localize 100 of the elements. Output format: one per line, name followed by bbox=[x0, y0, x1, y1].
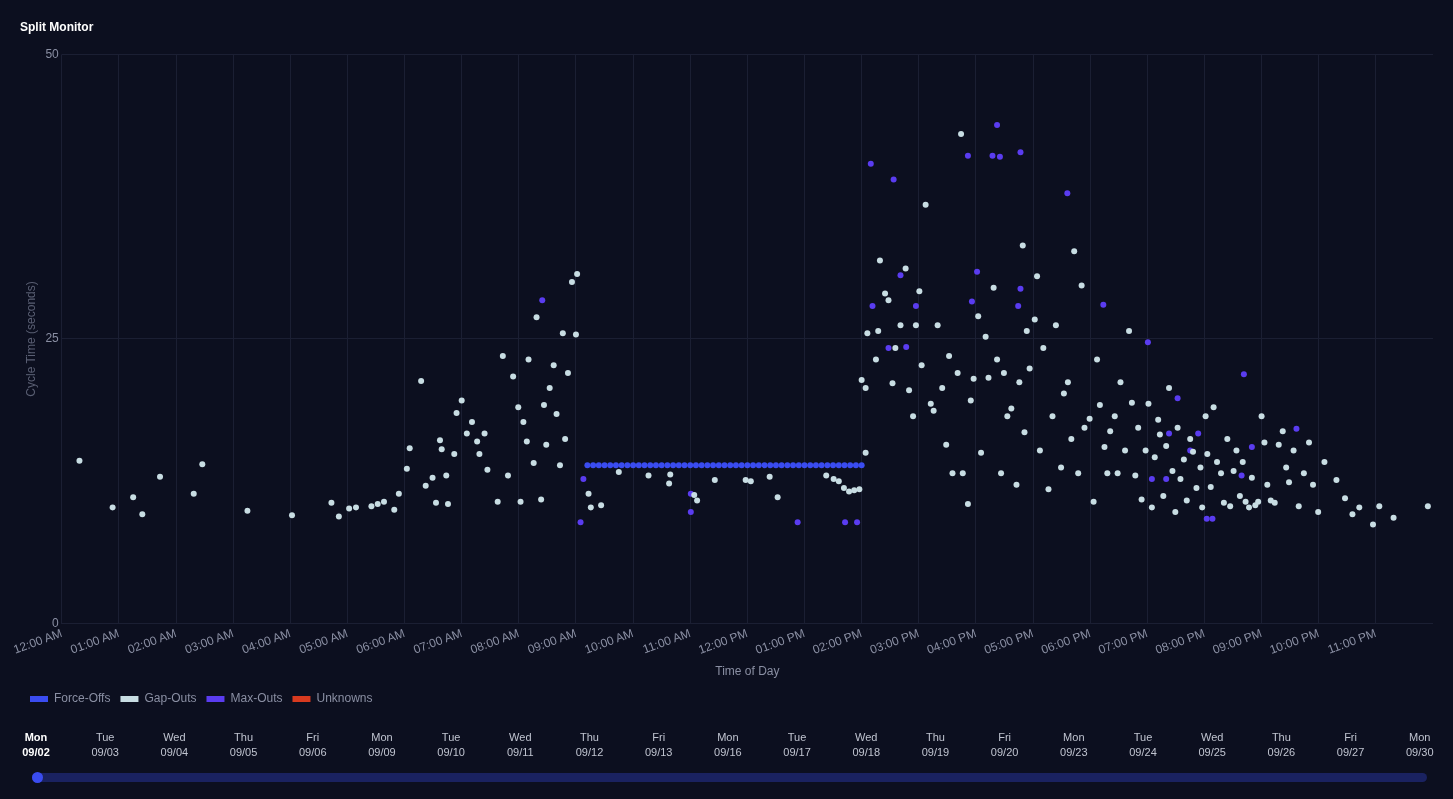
point bbox=[580, 475, 587, 482]
chart-title: Split Monitor bbox=[20, 19, 94, 34]
point bbox=[1064, 190, 1071, 197]
point bbox=[630, 462, 637, 469]
point bbox=[675, 462, 682, 469]
point bbox=[704, 462, 711, 469]
point bbox=[761, 462, 768, 469]
text: Wed 09/25 bbox=[1197, 730, 1227, 760]
point bbox=[1248, 444, 1255, 451]
point bbox=[767, 462, 774, 469]
point bbox=[772, 462, 779, 469]
text: Tue 09/17 bbox=[782, 730, 812, 760]
text: Mon 09/30 bbox=[1405, 730, 1435, 760]
point bbox=[854, 519, 861, 526]
point bbox=[687, 508, 694, 515]
y-axis-title: Cycle Time (seconds) bbox=[23, 281, 38, 397]
text: Wed 09/18 bbox=[851, 730, 881, 760]
point bbox=[664, 462, 671, 469]
point bbox=[778, 462, 785, 469]
point bbox=[635, 462, 642, 469]
text: Mon 09/16 bbox=[713, 730, 743, 760]
point bbox=[539, 297, 546, 304]
x-tick-label: 10:00 AM bbox=[582, 626, 636, 657]
point bbox=[710, 462, 717, 469]
point bbox=[801, 462, 808, 469]
text: Thu 09/26 bbox=[1266, 730, 1297, 760]
point bbox=[996, 153, 1003, 160]
x-tick-label: 09:00 PM bbox=[1210, 626, 1264, 657]
text: Wed 09/04 bbox=[159, 730, 190, 760]
point bbox=[842, 519, 849, 526]
point bbox=[727, 462, 734, 469]
point bbox=[795, 462, 802, 469]
x-tick-label: 01:00 PM bbox=[753, 626, 807, 657]
point bbox=[903, 343, 910, 350]
text: Thu 09/12 bbox=[574, 730, 605, 760]
point bbox=[835, 462, 842, 469]
y-tick-label: 50 bbox=[45, 46, 60, 61]
text: Mon 09/23 bbox=[1059, 730, 1089, 760]
point bbox=[818, 462, 825, 469]
point bbox=[1163, 475, 1170, 482]
text: Tue 09/10 bbox=[436, 730, 466, 760]
x-axis-title: Time of Day bbox=[715, 664, 780, 679]
point bbox=[869, 302, 876, 309]
text: Thu 09/19 bbox=[920, 730, 951, 760]
point bbox=[847, 462, 854, 469]
x-tick-label: 02:00 PM bbox=[810, 626, 864, 657]
point bbox=[1015, 302, 1022, 309]
text: Thu 09/05 bbox=[228, 730, 259, 760]
point bbox=[1017, 285, 1024, 292]
point bbox=[624, 462, 631, 469]
point bbox=[885, 345, 892, 352]
point bbox=[867, 160, 874, 167]
point bbox=[732, 462, 739, 469]
point bbox=[738, 462, 745, 469]
legend-label: Unknowns bbox=[316, 691, 373, 706]
point bbox=[641, 462, 648, 469]
point bbox=[858, 462, 865, 469]
point bbox=[964, 152, 971, 159]
point bbox=[1240, 371, 1247, 378]
point bbox=[744, 462, 751, 469]
x-tick-label: 09:00 AM bbox=[525, 626, 579, 657]
point bbox=[681, 462, 688, 469]
legend-label: Max-Outs bbox=[230, 691, 283, 706]
x-tick-label: 06:00 PM bbox=[1039, 626, 1093, 657]
x-tick-label: 03:00 AM bbox=[182, 626, 236, 657]
point bbox=[994, 121, 1001, 128]
point bbox=[590, 462, 597, 469]
point bbox=[1203, 515, 1210, 522]
point bbox=[750, 462, 757, 469]
point bbox=[794, 519, 801, 526]
point bbox=[658, 462, 665, 469]
point bbox=[890, 176, 897, 183]
x-tick-label: 08:00 AM bbox=[468, 626, 521, 657]
point bbox=[618, 462, 625, 469]
point bbox=[698, 462, 705, 469]
point bbox=[595, 462, 602, 469]
text: Wed 09/11 bbox=[505, 730, 535, 760]
point bbox=[812, 462, 819, 469]
point bbox=[652, 462, 659, 469]
point bbox=[912, 302, 919, 309]
x-tick-label: 02:00 AM bbox=[125, 626, 179, 657]
x-tick-label: 01:00 AM bbox=[68, 626, 122, 657]
x-tick-label: 11:00 PM bbox=[1325, 626, 1379, 657]
point bbox=[687, 462, 694, 469]
point bbox=[807, 462, 814, 469]
point bbox=[989, 152, 996, 159]
text: Fri 09/06 bbox=[298, 730, 328, 760]
x-tick-label: 05:00 AM bbox=[297, 626, 350, 657]
point bbox=[1144, 339, 1151, 346]
text: Mon 09/02 bbox=[21, 730, 51, 760]
text: Fri 09/20 bbox=[989, 730, 1020, 760]
point bbox=[692, 462, 699, 469]
point bbox=[1209, 515, 1216, 522]
point bbox=[607, 462, 614, 469]
x-tick-label: 04:00 AM bbox=[240, 626, 293, 657]
x-tick-label: 10:00 PM bbox=[1267, 626, 1321, 657]
x-tick-label: 07:00 AM bbox=[411, 626, 464, 657]
x-tick-label: 06:00 AM bbox=[354, 626, 407, 657]
point bbox=[647, 462, 654, 469]
point bbox=[824, 462, 831, 469]
